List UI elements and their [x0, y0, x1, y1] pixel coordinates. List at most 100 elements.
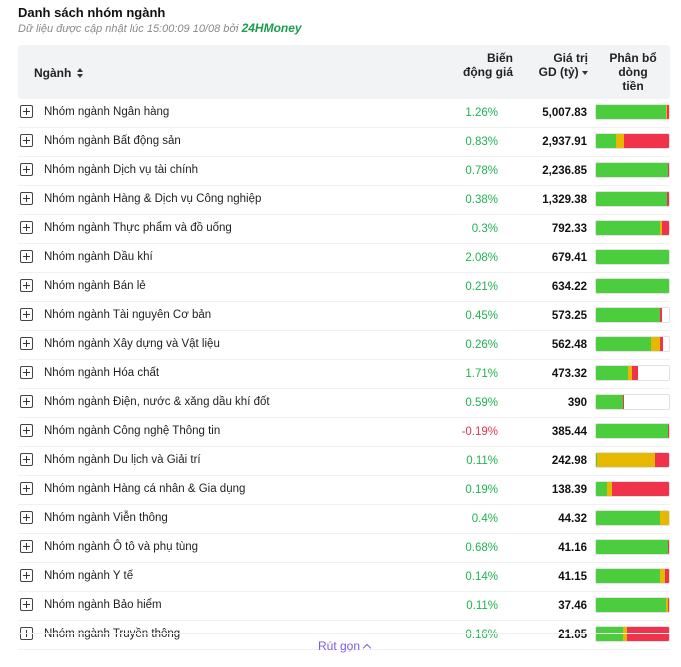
neutral-segment — [597, 453, 656, 467]
sector-name[interactable]: Nhóm ngành Hàng & Dịch vụ Công nghiệp — [44, 193, 262, 205]
sector-name[interactable]: Nhóm ngành Dịch vụ tài chính — [44, 164, 199, 176]
expand-icon[interactable] — [20, 250, 33, 263]
sector-name[interactable]: Nhóm ngành Điện, nước & xăng dầu khí đốt — [44, 396, 270, 408]
table-row[interactable]: Nhóm ngành Điện, nước & xăng dầu khí đốt… — [18, 389, 670, 418]
sector-name[interactable]: Nhóm ngành Bất động sản — [44, 135, 181, 147]
table-row[interactable]: Nhóm ngành Bất động sản 0.83% 2,937.91 — [18, 128, 670, 157]
collapse-label: Rút gọn — [317, 639, 361, 653]
table-row[interactable]: Nhóm ngành Hàng cá nhân & Gia dụng 0.19% 1… — [18, 476, 670, 505]
column-header-trade-value[interactable]: Giá trị GD (tỷ) — [516, 51, 588, 79]
price-change: 0.16% — [465, 629, 498, 641]
sector-name[interactable]: Nhóm ngành Tài nguyên Cơ bản — [44, 309, 212, 321]
table-row[interactable]: Nhóm ngành Du lịch và Giải trí 0.11% 242.9… — [18, 447, 670, 476]
page-title: Danh sách nhóm ngành — [18, 5, 166, 20]
outflow-segment — [667, 424, 669, 438]
sector-name[interactable]: Nhóm ngành Viễn thông — [44, 512, 168, 524]
sort-desc-icon[interactable] — [582, 70, 588, 75]
price-change: 0.68% — [465, 542, 498, 554]
price-change: 0.83% — [465, 136, 498, 148]
trade-value: 41.15 — [558, 571, 587, 583]
sector-name[interactable]: Nhóm ngành Du lịch và Giải trí — [44, 454, 201, 466]
table-row[interactable]: Nhóm ngành Truyền thông 0.16% 21.05 — [18, 621, 670, 650]
inflow-segment — [596, 540, 668, 554]
inflow-segment — [596, 163, 668, 177]
sector-name[interactable]: Nhóm ngành Ngân hàng — [44, 106, 170, 118]
neutral-segment — [606, 482, 613, 496]
chevron-up-icon — [362, 643, 372, 652]
expand-icon[interactable] — [20, 163, 33, 176]
expand-icon[interactable] — [20, 308, 33, 321]
expand-icon[interactable] — [20, 134, 33, 147]
neutral-segment — [628, 366, 632, 380]
expand-icon[interactable] — [20, 424, 33, 437]
sector-name[interactable]: Nhóm ngành Thực phẩm và đồ uống — [44, 222, 232, 234]
table-row[interactable]: Nhóm ngành Bán lẻ 0.21% 634.22 — [18, 273, 670, 302]
collapse-button[interactable]: Rút gọn — [317, 639, 372, 653]
sector-name[interactable]: Nhóm ngành Bán lẻ — [44, 280, 146, 292]
table-row[interactable]: Nhóm ngành Dầu khí 2.08% 679.41 — [18, 244, 670, 273]
update-text: Dữ liệu được cập nhật lúc 15:00:09 10/08… — [18, 23, 239, 35]
table-row[interactable]: Nhóm ngành Hàng & Dịch vụ Công nghiệp 0.3… — [18, 186, 670, 215]
neutral-segment — [659, 569, 666, 583]
sector-name[interactable]: Nhóm ngành Y tế — [44, 570, 134, 582]
table-row[interactable]: Nhóm ngành Công nghệ Thông tin -0.19% 385.… — [18, 418, 670, 447]
table-row[interactable]: Nhóm ngành Viễn thông 0.4% 44.32 — [18, 505, 670, 534]
column-header-price-change[interactable]: Biến động giá — [443, 51, 513, 79]
inflow-segment — [596, 511, 661, 525]
column-header-sector[interactable]: Ngành — [34, 66, 84, 80]
money-flow-bar — [595, 597, 670, 613]
money-flow-bar — [595, 626, 670, 642]
inflow-segment — [596, 424, 668, 438]
trade-value: 44.32 — [558, 513, 587, 525]
table-body: Nhóm ngành Ngân hàng 1.26% 5,007.83 Nhóm ng… — [18, 99, 670, 650]
price-change: 1.26% — [465, 107, 498, 119]
table-row[interactable]: Nhóm ngành Ô tô và phụ tùng 0.68% 41.16 — [18, 534, 670, 563]
sector-name[interactable]: Nhóm ngành Truyền thông — [44, 628, 181, 640]
table-row[interactable]: Nhóm ngành Ngân hàng 1.26% 5,007.83 — [18, 99, 670, 128]
expand-icon[interactable] — [20, 279, 33, 292]
outflow-segment — [660, 337, 664, 351]
expand-icon[interactable] — [20, 337, 33, 350]
trade-value: 21.05 — [558, 629, 587, 641]
neutral-segment — [666, 598, 668, 612]
outflow-segment — [631, 366, 639, 380]
trade-value: 41.16 — [558, 542, 587, 554]
sort-icon[interactable] — [77, 68, 84, 78]
sector-name[interactable]: Nhóm ngành Ô tô và phụ tùng — [44, 541, 199, 553]
trade-value: 2,937.91 — [542, 136, 587, 148]
expand-icon[interactable] — [20, 105, 33, 118]
inflow-segment — [596, 395, 623, 409]
money-flow-bar — [595, 278, 670, 294]
table-row[interactable]: Nhóm ngành Xây dựng và Vật liệu 0.26% 562.… — [18, 331, 670, 360]
table-row[interactable]: Nhóm ngành Dịch vụ tài chính 0.78% 2,236.8… — [18, 157, 670, 186]
table-row[interactable]: Nhóm ngành Y tế 0.14% 41.15 — [18, 563, 670, 592]
expand-icon[interactable] — [20, 569, 33, 582]
money-flow-bar — [595, 249, 670, 265]
expand-icon[interactable] — [20, 482, 33, 495]
sector-name[interactable]: Nhóm ngành Xây dựng và Vật liệu — [44, 338, 220, 350]
sector-name[interactable]: Nhóm ngành Công nghệ Thông tin — [44, 425, 221, 437]
inflow-segment — [596, 453, 598, 467]
expand-icon[interactable] — [20, 395, 33, 408]
sector-name[interactable]: Nhóm ngành Bảo hiểm — [44, 599, 162, 611]
trade-value: 385.44 — [551, 426, 587, 438]
outflow-segment — [612, 482, 669, 496]
sector-name[interactable]: Nhóm ngành Hàng cá nhân & Gia dụng — [44, 483, 246, 495]
expand-icon[interactable] — [20, 511, 33, 524]
sector-name[interactable]: Nhóm ngành Dầu khí — [44, 251, 153, 263]
expand-icon[interactable] — [20, 221, 33, 234]
table-row[interactable]: Nhóm ngành Thực phẩm và đồ uống 0.3% 792.3… — [18, 215, 670, 244]
table-row[interactable]: Nhóm ngành Bảo hiểm 0.11% 37.46 — [18, 592, 670, 621]
expand-icon[interactable] — [20, 453, 33, 466]
expand-icon[interactable] — [20, 192, 33, 205]
brand-logo[interactable]: 24HMoney — [241, 21, 302, 35]
sector-table: Ngành Biến động giá Giá trị GD (tỷ) Phân… — [18, 45, 670, 653]
table-row[interactable]: Nhóm ngành Tài nguyên Cơ bản 0.45% 573.25 — [18, 302, 670, 331]
price-change: 2.08% — [465, 252, 498, 264]
expand-icon[interactable] — [20, 366, 33, 379]
table-row[interactable]: Nhóm ngành Hóa chất 1.71% 473.32 — [18, 360, 670, 389]
sector-name[interactable]: Nhóm ngành Hóa chất — [44, 367, 160, 379]
outflow-segment — [660, 308, 663, 322]
expand-icon[interactable] — [20, 540, 33, 553]
expand-icon[interactable] — [20, 598, 33, 611]
